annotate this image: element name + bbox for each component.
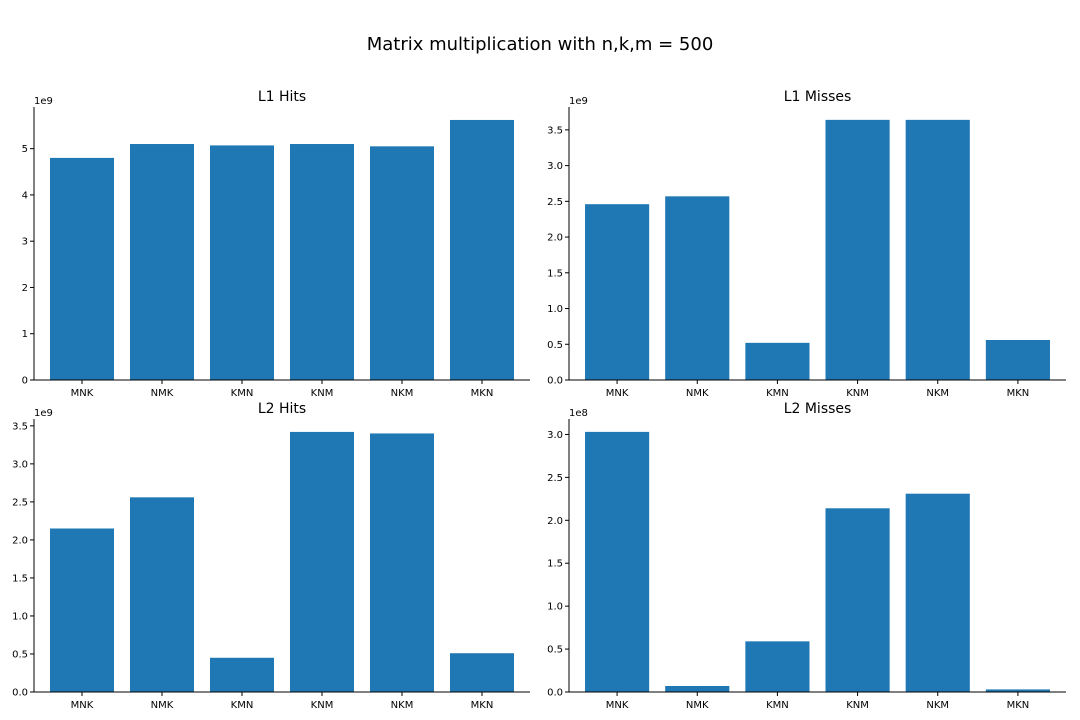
y-tick-label: 1.5	[547, 559, 563, 570]
bar-mkn	[985, 689, 1050, 692]
y-tick-label: 3.0	[12, 459, 28, 470]
panel-title: L2 Hits	[258, 401, 306, 417]
x-tick-label: NKM	[391, 388, 414, 399]
bar-mkn	[985, 339, 1050, 380]
x-tick-label: KMN	[231, 388, 254, 399]
bar-mkn	[450, 653, 514, 692]
panel-title: L1 Misses	[784, 89, 852, 105]
bar-kmn	[745, 342, 810, 380]
y-tick-label: 0.5	[547, 340, 563, 351]
bar-knm	[290, 144, 354, 380]
y-tick-label: 3.0	[547, 430, 563, 441]
y-tick-label: 3.0	[547, 161, 563, 172]
bar-nkm	[370, 146, 434, 380]
y-tick-label: 3.5	[547, 125, 563, 136]
bar-nmk	[130, 497, 194, 692]
bar-nkm	[905, 493, 970, 692]
y-tick-label: 4	[22, 190, 28, 201]
chart-panels: 0 1 2 3 4 5 MNK NMK KMN KNM NKM MKN 1e9 L1 Hits 0.0 0.5…	[12, 89, 1066, 711]
bar-mnk	[50, 157, 114, 380]
bar-nmk	[665, 685, 730, 692]
bar-mnk	[585, 204, 650, 380]
chart-panel-3: 0.0 0.5 1.0 1.5 2.0 2.5 3.0 MNK NMK KMN KNM NKM MKN 1…	[547, 401, 1066, 711]
x-tick-label: NKM	[926, 700, 949, 711]
y-tick-label: 0.5	[547, 645, 563, 656]
y-tick-label: 1	[22, 329, 28, 340]
bar-mnk	[50, 528, 114, 692]
x-tick-label: MKN	[1007, 388, 1030, 399]
chart-panel-1: 0.0 0.5 1.0 1.5 2.0 2.5 3.0 3.5 MNK NMK KMN KNM NKM M…	[547, 89, 1066, 399]
y-tick-label: 1.0	[12, 611, 28, 622]
bar-knm	[290, 431, 354, 692]
bar-kmn	[210, 145, 274, 380]
panel-title: L2 Misses	[784, 401, 852, 417]
x-tick-label: MNK	[606, 388, 629, 399]
bar-mnk	[585, 431, 650, 692]
y-tick-label: 0.5	[12, 649, 28, 660]
y-offset-label: 1e8	[569, 408, 588, 419]
bar-kmn	[745, 641, 810, 692]
y-tick-label: 5	[22, 144, 28, 155]
y-tick-label: 2.0	[12, 535, 28, 546]
x-tick-label: KNM	[311, 388, 334, 399]
y-tick-label: 2.0	[547, 516, 563, 527]
x-tick-label: MKN	[471, 388, 494, 399]
y-tick-label: 1.5	[547, 268, 563, 279]
x-tick-label: NMK	[686, 700, 709, 711]
y-tick-label: 0.0	[12, 688, 28, 699]
y-tick-label: 1.0	[547, 602, 563, 613]
x-tick-label: KNM	[846, 388, 869, 399]
x-tick-label: MKN	[1007, 700, 1030, 711]
figure-title: Matrix multiplication with n,k,m = 500	[367, 34, 714, 55]
bar-nkm	[370, 433, 434, 692]
bar-mkn	[450, 119, 514, 380]
bar-knm	[825, 508, 890, 692]
y-offset-label: 1e9	[34, 408, 53, 419]
x-tick-label: NKM	[391, 700, 414, 711]
x-tick-label: KNM	[846, 700, 869, 711]
y-tick-label: 0.0	[547, 376, 563, 387]
chart-panel-2: 0.0 0.5 1.0 1.5 2.0 2.5 3.0 3.5 MNK NMK KMN KNM NKM M…	[12, 401, 530, 711]
x-tick-label: KMN	[766, 388, 789, 399]
x-tick-label: NMK	[686, 388, 709, 399]
x-tick-label: MNK	[71, 388, 94, 399]
x-tick-label: NKM	[926, 388, 949, 399]
bar-nmk	[130, 144, 194, 380]
bar-nkm	[905, 119, 970, 380]
bar-kmn	[210, 657, 274, 692]
y-offset-label: 1e9	[34, 96, 53, 107]
y-tick-label: 2.5	[12, 497, 28, 508]
y-tick-label: 2.0	[547, 233, 563, 244]
y-tick-label: 1.5	[12, 573, 28, 584]
x-tick-label: MNK	[606, 700, 629, 711]
y-tick-label: 0.0	[547, 688, 563, 699]
y-tick-label: 2	[22, 283, 28, 294]
y-tick-label: 3	[22, 237, 28, 248]
chart-panel-0: 0 1 2 3 4 5 MNK NMK KMN KNM NKM MKN 1e9 L1 Hits	[22, 89, 530, 399]
y-tick-label: 2.5	[547, 473, 563, 484]
x-tick-label: NMK	[151, 388, 174, 399]
bar-knm	[825, 119, 890, 380]
y-tick-label: 3.5	[12, 421, 28, 432]
x-tick-label: KMN	[766, 700, 789, 711]
x-tick-label: MKN	[471, 700, 494, 711]
x-tick-label: KMN	[231, 700, 254, 711]
x-tick-label: KNM	[311, 700, 334, 711]
x-tick-label: MNK	[71, 700, 94, 711]
y-tick-label: 2.5	[547, 197, 563, 208]
panel-title: L1 Hits	[258, 89, 306, 105]
y-offset-label: 1e9	[569, 96, 588, 107]
bar-nmk	[665, 196, 730, 380]
y-tick-label: 1.0	[547, 304, 563, 315]
y-tick-label: 0	[22, 376, 28, 387]
x-tick-label: NMK	[151, 700, 174, 711]
